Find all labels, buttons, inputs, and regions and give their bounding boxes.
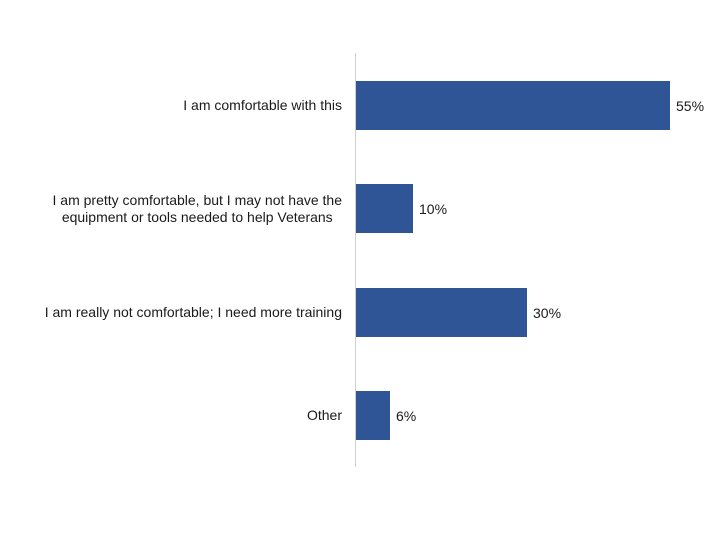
category-axis-line xyxy=(355,53,356,467)
value-label: 6% xyxy=(396,407,417,424)
category-label: I am comfortable with this xyxy=(183,97,342,113)
value-label: 30% xyxy=(533,304,562,321)
value-label: 55% xyxy=(676,97,705,114)
bar xyxy=(356,391,390,440)
bar xyxy=(356,288,527,337)
bar xyxy=(356,81,670,130)
bar-row: I am pretty comfortable, but I may not h… xyxy=(0,184,720,233)
category-label: I am pretty comfortable, but I may not h… xyxy=(52,191,342,225)
value-label: 10% xyxy=(419,200,448,217)
category-label: Other xyxy=(306,407,342,423)
bar-row: I am really not comfortable; I need more… xyxy=(0,288,720,337)
bar xyxy=(356,184,413,233)
bar-row: Other 6% xyxy=(0,391,720,440)
category-label: I am really not comfortable; I need more… xyxy=(44,304,342,320)
bar-row: I am comfortable with this 55% xyxy=(0,81,720,130)
